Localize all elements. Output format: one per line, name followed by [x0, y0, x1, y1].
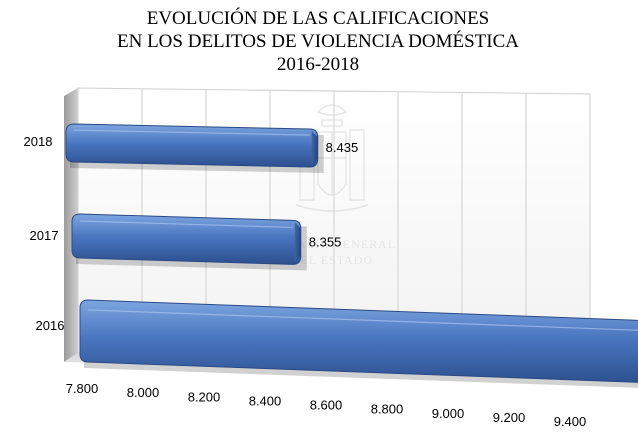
data-label-2018: 8.435 — [326, 140, 359, 155]
x-tick-label: 9.200 — [493, 410, 526, 425]
category-label-2016: 2016 — [36, 318, 65, 333]
x-tick-label: 7.800 — [66, 381, 99, 396]
chart-title-line-3: 2016-2018 — [277, 54, 359, 75]
bar-face — [65, 123, 319, 168]
x-tick-label: 8.800 — [371, 402, 404, 417]
bar-2018 — [65, 123, 324, 174]
x-tick-label: 8.400 — [249, 393, 282, 408]
category-labels: 2018 2017 2016 — [24, 134, 65, 333]
chart-title-line-1: EVOLUCIÓN DE LAS CALIFICACIONES — [147, 7, 490, 29]
category-label-2018: 2018 — [24, 134, 53, 149]
chart-title-line-2: EN LOS DELITOS DE VIOLENCIA DOMÉSTICA — [117, 30, 519, 52]
bar-end-cap — [311, 131, 318, 166]
chart-title: EVOLUCIÓN DE LAS CALIFICACIONES EN LOS D… — [117, 7, 519, 75]
watermark-line-2: DEL ESTADO — [291, 253, 373, 267]
x-tick-label: 8.000 — [127, 385, 160, 400]
x-tick-label: 9.000 — [432, 406, 465, 421]
x-tick-label: 8.200 — [188, 389, 221, 404]
bar-face — [79, 299, 638, 383]
bar-2017 — [71, 213, 307, 271]
bar-end-cap — [294, 222, 301, 263]
bar-highlight — [87, 309, 638, 331]
bars — [65, 123, 638, 388]
bar-face — [71, 213, 302, 265]
x-tick-label: 9.400 — [554, 414, 587, 429]
bar-highlight — [79, 220, 293, 229]
category-label-2017: 2017 — [30, 228, 59, 243]
data-label-2017: 8.355 — [309, 234, 342, 249]
x-tick-label: 8.600 — [310, 398, 343, 413]
bar-highlight — [73, 129, 310, 136]
bar-2016 — [79, 299, 638, 388]
x-axis-tick-labels: 7.800 8.000 8.200 8.400 8.600 8.800 9.000 9.200… — [66, 381, 587, 429]
